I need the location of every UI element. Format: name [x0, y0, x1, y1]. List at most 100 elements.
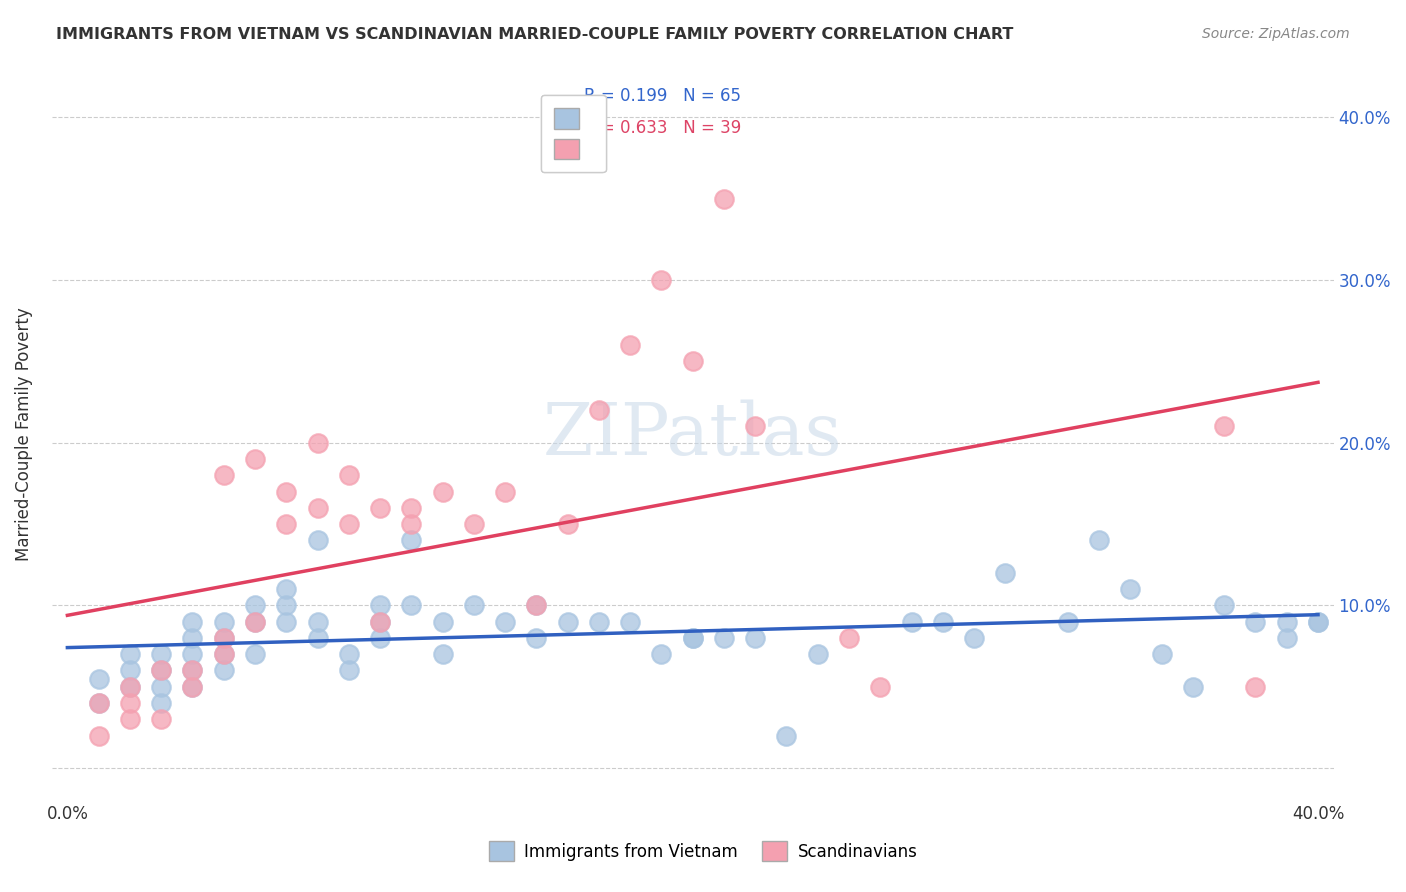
- Point: [524, 631, 547, 645]
- Point: [243, 647, 266, 661]
- Point: [744, 631, 766, 645]
- Point: [181, 680, 204, 694]
- Point: [307, 615, 329, 629]
- Point: [682, 631, 704, 645]
- Point: [1244, 680, 1267, 694]
- Point: [307, 631, 329, 645]
- Point: [775, 729, 797, 743]
- Point: [87, 696, 110, 710]
- Point: [838, 631, 860, 645]
- Point: [276, 582, 298, 596]
- Point: [118, 647, 141, 661]
- Point: [494, 484, 516, 499]
- Text: ZIPatlas: ZIPatlas: [543, 400, 842, 470]
- Point: [368, 615, 391, 629]
- Point: [432, 615, 454, 629]
- Point: [1119, 582, 1142, 596]
- Point: [87, 672, 110, 686]
- Legend: Immigrants from Vietnam, Scandinavians: Immigrants from Vietnam, Scandinavians: [475, 828, 931, 875]
- Point: [276, 615, 298, 629]
- Point: [463, 599, 485, 613]
- Point: [181, 615, 204, 629]
- Point: [337, 647, 360, 661]
- Point: [1150, 647, 1173, 661]
- Point: [1275, 631, 1298, 645]
- Point: [212, 468, 235, 483]
- Point: [588, 615, 610, 629]
- Point: [368, 615, 391, 629]
- Text: R = 0.199   N = 65: R = 0.199 N = 65: [583, 87, 741, 105]
- Point: [650, 273, 672, 287]
- Point: [963, 631, 986, 645]
- Point: [212, 647, 235, 661]
- Point: [212, 615, 235, 629]
- Point: [524, 599, 547, 613]
- Point: [337, 664, 360, 678]
- Point: [368, 500, 391, 515]
- Point: [368, 631, 391, 645]
- Point: [463, 516, 485, 531]
- Point: [1213, 599, 1236, 613]
- Point: [557, 615, 579, 629]
- Point: [807, 647, 830, 661]
- Point: [276, 599, 298, 613]
- Point: [150, 680, 173, 694]
- Point: [181, 680, 204, 694]
- Point: [150, 664, 173, 678]
- Point: [118, 712, 141, 726]
- Point: [744, 419, 766, 434]
- Point: [557, 516, 579, 531]
- Point: [181, 664, 204, 678]
- Point: [87, 696, 110, 710]
- Point: [1275, 615, 1298, 629]
- Point: [118, 664, 141, 678]
- Point: [181, 664, 204, 678]
- Point: [118, 680, 141, 694]
- Point: [243, 615, 266, 629]
- Point: [494, 615, 516, 629]
- Point: [1213, 419, 1236, 434]
- Point: [150, 647, 173, 661]
- Point: [118, 680, 141, 694]
- Point: [368, 599, 391, 613]
- Point: [118, 696, 141, 710]
- Point: [619, 338, 641, 352]
- Point: [432, 484, 454, 499]
- Point: [432, 647, 454, 661]
- Point: [1244, 615, 1267, 629]
- Point: [243, 599, 266, 613]
- Point: [1088, 533, 1111, 548]
- Point: [1306, 615, 1329, 629]
- Point: [713, 631, 735, 645]
- Point: [307, 435, 329, 450]
- Point: [1181, 680, 1204, 694]
- Point: [588, 403, 610, 417]
- Point: [276, 484, 298, 499]
- Point: [682, 631, 704, 645]
- Point: [401, 500, 423, 515]
- Point: [524, 599, 547, 613]
- Point: [150, 712, 173, 726]
- Point: [401, 533, 423, 548]
- Point: [932, 615, 955, 629]
- Point: [337, 468, 360, 483]
- Point: [1306, 615, 1329, 629]
- Text: Source: ZipAtlas.com: Source: ZipAtlas.com: [1202, 27, 1350, 41]
- Point: [87, 729, 110, 743]
- Point: [212, 647, 235, 661]
- Text: IMMIGRANTS FROM VIETNAM VS SCANDINAVIAN MARRIED-COUPLE FAMILY POVERTY CORRELATIO: IMMIGRANTS FROM VIETNAM VS SCANDINAVIAN …: [56, 27, 1014, 42]
- Point: [243, 452, 266, 467]
- Text: R = 0.633   N = 39: R = 0.633 N = 39: [583, 119, 741, 137]
- Point: [276, 516, 298, 531]
- Point: [650, 647, 672, 661]
- Point: [682, 354, 704, 368]
- Point: [337, 516, 360, 531]
- Point: [401, 599, 423, 613]
- Point: [243, 615, 266, 629]
- Point: [307, 533, 329, 548]
- Point: [212, 664, 235, 678]
- Point: [212, 631, 235, 645]
- Point: [181, 647, 204, 661]
- Point: [212, 631, 235, 645]
- Point: [994, 566, 1017, 580]
